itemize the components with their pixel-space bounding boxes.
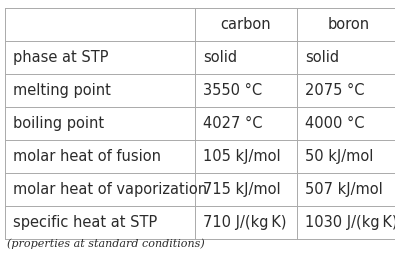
Text: boron: boron [327,17,370,32]
Text: solid: solid [305,50,339,65]
Text: 3550 °C: 3550 °C [203,83,262,98]
Text: 2075 °C: 2075 °C [305,83,365,98]
Text: 105 kJ/mol: 105 kJ/mol [203,149,280,164]
Text: molar heat of fusion: molar heat of fusion [13,149,161,164]
Text: carbon: carbon [221,17,271,32]
Text: boiling point: boiling point [13,116,104,131]
Text: molar heat of vaporization: molar heat of vaporization [13,182,207,197]
Text: (properties at standard conditions): (properties at standard conditions) [7,238,205,248]
Text: 710 J/(kg K): 710 J/(kg K) [203,215,286,230]
Text: 4000 °C: 4000 °C [305,116,365,131]
Text: 50 kJ/mol: 50 kJ/mol [305,149,373,164]
Text: 4027 °C: 4027 °C [203,116,263,131]
Text: solid: solid [203,50,237,65]
Text: 507 kJ/mol: 507 kJ/mol [305,182,383,197]
Text: 1030 J/(kg K): 1030 J/(kg K) [305,215,395,230]
Text: specific heat at STP: specific heat at STP [13,215,157,230]
Text: phase at STP: phase at STP [13,50,109,65]
Text: melting point: melting point [13,83,111,98]
Text: 715 kJ/mol: 715 kJ/mol [203,182,280,197]
